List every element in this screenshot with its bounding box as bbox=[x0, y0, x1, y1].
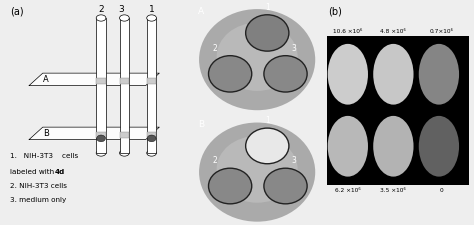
Ellipse shape bbox=[119, 150, 129, 156]
Text: 3: 3 bbox=[118, 5, 124, 14]
Ellipse shape bbox=[96, 15, 106, 21]
Circle shape bbox=[328, 116, 368, 177]
Text: 4d: 4d bbox=[55, 169, 64, 175]
Ellipse shape bbox=[119, 15, 129, 21]
Text: 10.6 ×10⁶: 10.6 ×10⁶ bbox=[333, 29, 363, 34]
Text: 3.5 ×10⁶: 3.5 ×10⁶ bbox=[381, 188, 406, 193]
Polygon shape bbox=[29, 127, 159, 140]
Circle shape bbox=[264, 56, 307, 92]
Circle shape bbox=[373, 116, 413, 177]
Text: 3: 3 bbox=[292, 156, 297, 165]
Text: 1: 1 bbox=[265, 3, 270, 12]
Bar bbox=[119, 78, 129, 84]
Ellipse shape bbox=[199, 123, 315, 222]
Ellipse shape bbox=[147, 150, 156, 156]
Text: 2: 2 bbox=[213, 44, 218, 53]
Circle shape bbox=[246, 15, 289, 51]
Ellipse shape bbox=[147, 15, 156, 21]
Circle shape bbox=[419, 44, 459, 105]
Bar bbox=[147, 132, 156, 138]
Text: 1: 1 bbox=[149, 5, 155, 14]
Bar bbox=[96, 18, 106, 153]
Ellipse shape bbox=[96, 150, 106, 156]
Bar bbox=[147, 78, 156, 84]
Text: 2: 2 bbox=[213, 156, 218, 165]
Ellipse shape bbox=[217, 136, 298, 203]
Text: 2. NIH-3T3 cells: 2. NIH-3T3 cells bbox=[9, 183, 67, 189]
Text: A: A bbox=[198, 7, 204, 16]
Text: 1.   NIH-3T3    cells: 1. NIH-3T3 cells bbox=[9, 153, 78, 159]
Circle shape bbox=[419, 116, 459, 177]
Circle shape bbox=[373, 44, 413, 105]
Text: 0.7×10⁶: 0.7×10⁶ bbox=[430, 29, 454, 34]
Circle shape bbox=[209, 56, 252, 92]
Bar bbox=[327, 36, 469, 184]
Bar bbox=[96, 78, 106, 84]
Text: 6.2 ×10⁶: 6.2 ×10⁶ bbox=[335, 188, 361, 193]
Circle shape bbox=[328, 44, 368, 105]
Circle shape bbox=[246, 128, 289, 164]
Circle shape bbox=[209, 168, 252, 204]
Bar bbox=[119, 18, 129, 153]
Text: B: B bbox=[43, 129, 49, 138]
Bar bbox=[96, 132, 106, 138]
Text: B: B bbox=[198, 120, 204, 129]
Polygon shape bbox=[29, 73, 159, 86]
Text: (a): (a) bbox=[9, 7, 23, 17]
Ellipse shape bbox=[199, 9, 315, 110]
Bar bbox=[119, 132, 129, 138]
Text: A: A bbox=[43, 75, 48, 84]
Ellipse shape bbox=[97, 135, 105, 142]
Text: 3. medium only: 3. medium only bbox=[9, 197, 66, 203]
Text: 2: 2 bbox=[98, 5, 104, 14]
Ellipse shape bbox=[147, 135, 156, 142]
Text: (b): (b) bbox=[328, 7, 342, 17]
Ellipse shape bbox=[217, 23, 298, 91]
Text: 1: 1 bbox=[265, 116, 270, 125]
Text: 4.8 ×10⁶: 4.8 ×10⁶ bbox=[381, 29, 406, 34]
Text: labeled with: labeled with bbox=[9, 169, 56, 175]
Text: 0: 0 bbox=[440, 188, 444, 193]
Bar bbox=[147, 18, 156, 153]
Circle shape bbox=[264, 168, 307, 204]
Text: 3: 3 bbox=[292, 44, 297, 53]
